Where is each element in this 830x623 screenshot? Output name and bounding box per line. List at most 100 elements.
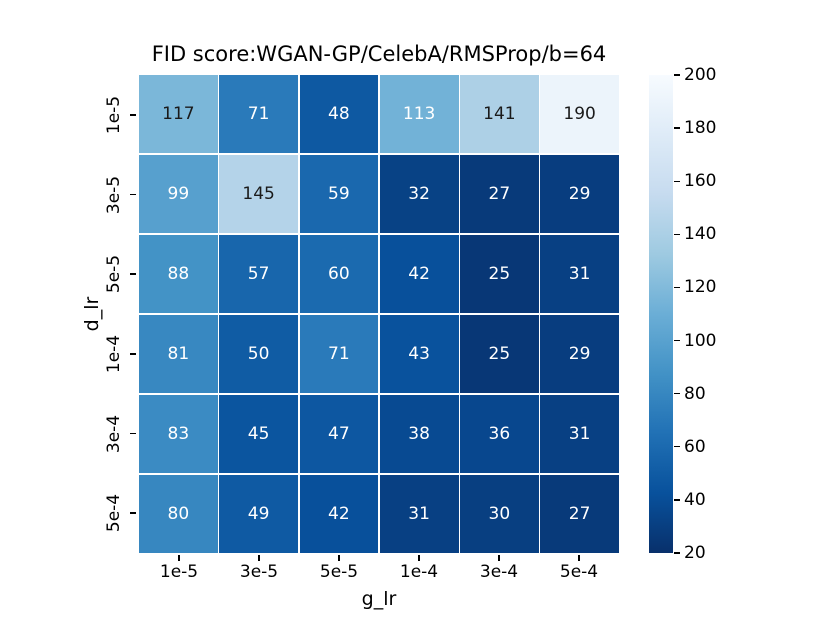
heatmap-cell: 113 (379, 75, 459, 154)
colorbar-tick-label: 80 (684, 383, 706, 404)
heatmap-cell: 49 (219, 474, 298, 553)
cell-value: 48 (328, 104, 350, 125)
colorbar-tick-label: 100 (684, 330, 717, 351)
cell-value: 38 (408, 423, 430, 444)
cell-value: 88 (167, 264, 190, 285)
y-tick-label: 1e-4 (104, 334, 124, 373)
y-tick-label: 3e-4 (104, 414, 124, 453)
heatmap-cell: 50 (219, 314, 298, 394)
y-tick-label: 1e-5 (104, 95, 124, 134)
tick-mark (258, 555, 260, 561)
cell-value: 71 (328, 343, 350, 364)
cell-value: 29 (568, 184, 591, 205)
cell-value: 45 (247, 423, 270, 444)
cell-value: 27 (568, 503, 591, 524)
cell-value: 83 (167, 423, 190, 444)
tick-mark (130, 512, 136, 514)
y-tick-label: 5e-5 (104, 255, 124, 294)
cell-value: 25 (488, 264, 511, 285)
tick-mark (498, 555, 500, 561)
x-tick-label: 5e-4 (559, 562, 599, 582)
cell-value: 31 (408, 503, 430, 524)
heatmap-cell: 31 (379, 474, 459, 553)
cell-value: 80 (167, 503, 190, 524)
cell-value: 43 (408, 343, 430, 364)
heatmap-cell: 42 (299, 474, 379, 553)
heatmap-cell: 25 (460, 314, 539, 394)
heatmap-cell: 38 (379, 394, 459, 474)
tick-mark (674, 180, 680, 182)
heatmap-cell: 42 (379, 234, 459, 314)
colorbar-tick-label: 180 (684, 118, 717, 139)
tick-mark (130, 432, 136, 435)
tick-mark (674, 233, 680, 236)
heatmap-cell: 141 (460, 75, 539, 154)
colorbar-tick-label: 120 (684, 277, 717, 298)
heatmap-cell: 81 (139, 314, 218, 394)
colorbar (649, 75, 673, 553)
cell-value: 25 (488, 343, 511, 364)
tick-mark (418, 555, 420, 561)
tick-mark (578, 555, 580, 561)
tick-mark (130, 193, 136, 196)
heatmap-cell: 145 (219, 154, 298, 234)
heatmap-cell: 59 (299, 154, 379, 234)
heatmap-cell: 99 (139, 154, 218, 234)
tick-mark (674, 446, 680, 448)
tick-mark (130, 353, 136, 355)
tick-mark (130, 273, 136, 275)
y-axis-label: d_lr (81, 296, 103, 332)
cell-value: 145 (242, 184, 275, 205)
cell-value: 32 (408, 184, 430, 205)
heatmap-cell: 36 (460, 394, 539, 474)
cell-value: 57 (247, 264, 270, 285)
tick-mark (674, 392, 680, 395)
cell-value: 117 (162, 104, 195, 125)
tick-mark (674, 339, 680, 342)
cell-value: 36 (488, 423, 511, 444)
heatmap-cell: 30 (460, 474, 539, 553)
cell-value: 42 (328, 503, 350, 524)
heatmap-cell: 71 (299, 314, 379, 394)
x-tick-label: 1e-5 (159, 562, 199, 582)
cell-value: 60 (328, 264, 350, 285)
colorbar-tick-label: 60 (684, 436, 706, 457)
colorbar-tick-label: 200 (684, 65, 717, 85)
cell-value: 27 (488, 184, 511, 205)
heatmap-cell: 190 (540, 75, 619, 154)
y-tick-label: 5e-4 (104, 494, 124, 533)
cell-value: 29 (568, 343, 591, 364)
colorbar-tick-label: 140 (684, 224, 717, 245)
tick-mark (338, 555, 340, 561)
heatmap-cell: 60 (299, 234, 379, 314)
cell-value: 49 (247, 503, 270, 524)
heatmap-cell: 43 (379, 314, 459, 394)
tick-mark (674, 286, 680, 289)
cell-value: 47 (328, 423, 350, 444)
x-axis-label: g_lr (361, 588, 397, 610)
cell-value: 42 (408, 264, 430, 285)
cell-value: 190 (563, 104, 596, 125)
cell-value: 30 (488, 503, 511, 524)
heatmap-cell: 71 (219, 75, 298, 154)
heatmap-cell: 31 (540, 234, 619, 314)
x-tick-label: 3e-4 (479, 562, 519, 582)
cell-value: 141 (483, 104, 516, 125)
heatmap-cell: 45 (219, 394, 298, 474)
cell-value: 59 (328, 184, 350, 205)
heatmap-cell: 31 (540, 394, 619, 474)
tick-mark (674, 127, 680, 129)
heatmap-cell: 57 (219, 234, 298, 314)
heatmap-cell: 25 (460, 234, 539, 314)
cell-value: 31 (568, 423, 591, 444)
heatmap-cell: 117 (139, 75, 218, 154)
x-tick-label: 3e-5 (239, 562, 279, 582)
colorbar-tick-label: 20 (684, 543, 706, 563)
cell-value: 50 (247, 343, 270, 364)
cell-value: 31 (568, 264, 591, 285)
heatmap-cell: 83 (139, 394, 218, 474)
x-tick-label: 1e-4 (399, 562, 439, 582)
heatmap-cell: 29 (540, 154, 619, 234)
colorbar-tick-label: 40 (684, 489, 706, 510)
